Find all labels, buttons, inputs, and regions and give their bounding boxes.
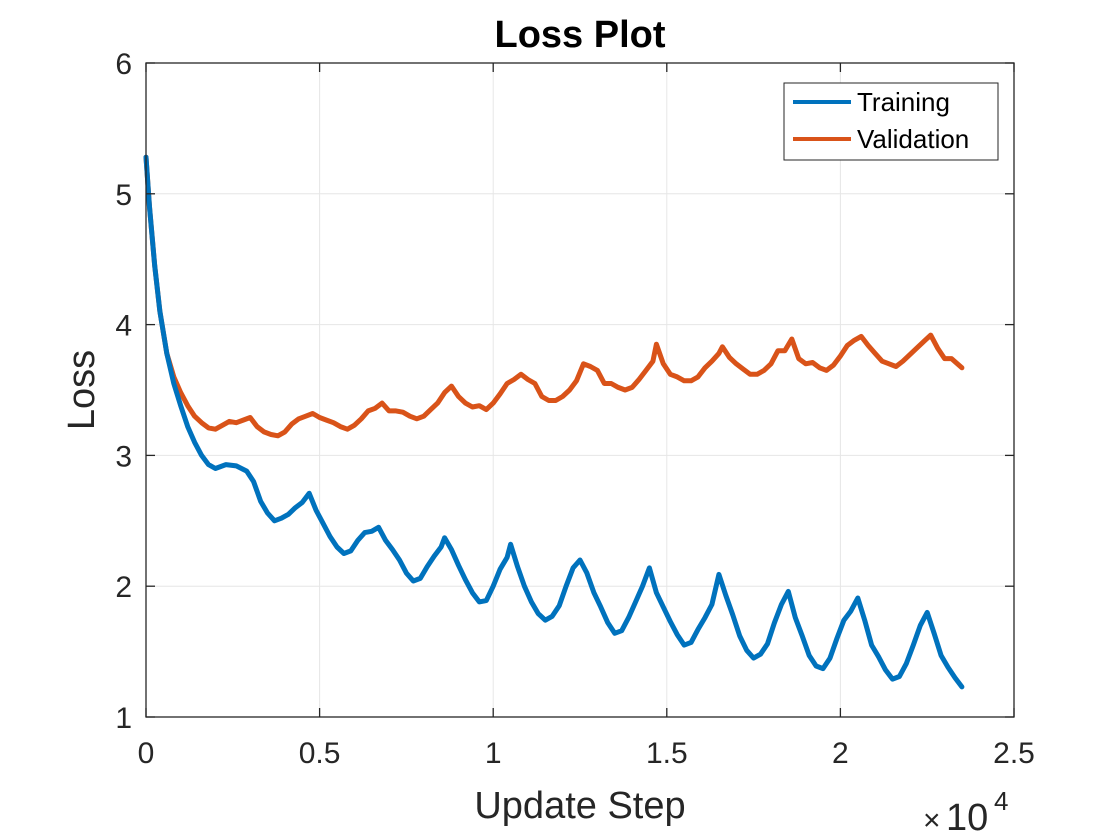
- grid: [145, 62, 1015, 718]
- legend-label-training: Training: [857, 87, 950, 117]
- x-tick-label: 2.5: [993, 737, 1035, 770]
- series-lines: [143, 154, 965, 690]
- x-multiplier-times-sign: ×: [923, 804, 941, 837]
- x-tick-label: 1.5: [646, 737, 688, 770]
- y-tick-label: 3: [115, 440, 132, 473]
- series-line-validation: [143, 154, 965, 439]
- axis-ticks: [145, 62, 1015, 718]
- x-axis-multiplier: × 10 4: [923, 786, 1008, 839]
- x-tick-label: 2: [832, 737, 849, 770]
- plot-border: [145, 62, 1015, 718]
- y-axis-label: Loss: [61, 350, 103, 430]
- plot-area: [146, 63, 1014, 717]
- x-tick-label: 0.5: [299, 737, 341, 770]
- y-tick-label: 2: [115, 571, 132, 604]
- x-tick-label: 1: [485, 737, 502, 770]
- x-tick-labels: 0 0.5 1 1.5 2 2.5: [138, 737, 1035, 770]
- legend-box: [783, 82, 999, 161]
- legend-label-validation: Validation: [857, 124, 969, 154]
- y-tick-labels: 1 2 3 4 5 6: [115, 48, 132, 735]
- x-multiplier-exponent: 4: [994, 786, 1008, 816]
- x-multiplier-base: 10: [946, 797, 988, 839]
- series-line-training: [143, 154, 965, 690]
- x-axis-label: Update Step: [474, 785, 685, 827]
- x-tick-label: 0: [138, 737, 155, 770]
- legend: Training Validation: [783, 82, 999, 161]
- y-tick-label: 4: [115, 310, 132, 343]
- y-tick-label: 6: [115, 48, 132, 81]
- y-tick-label: 1: [115, 702, 132, 735]
- chart-title: Loss Plot: [494, 14, 665, 56]
- y-tick-label: 5: [115, 179, 132, 212]
